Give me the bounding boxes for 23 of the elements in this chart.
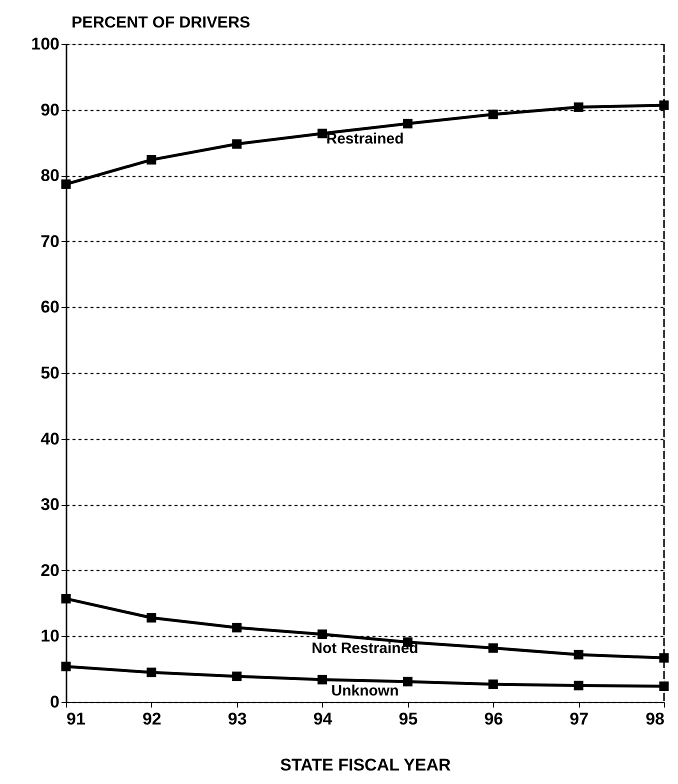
x-tick-label: 94 xyxy=(313,710,333,728)
x-tick-label: 98 xyxy=(646,710,664,728)
y-axis-title: PERCENT OF DRIVERS xyxy=(72,14,251,32)
y-tick-label: 90 xyxy=(40,100,60,120)
x-tick-label: 97 xyxy=(570,710,589,728)
x-axis-title: STATE FISCAL YEAR xyxy=(280,756,451,774)
y-tick-label: 40 xyxy=(40,429,60,448)
y-tick-label: 70 xyxy=(40,232,60,251)
x-tick-label: 91 xyxy=(66,710,86,728)
y-tick-label: 30 xyxy=(40,495,60,514)
series-label: Restrained xyxy=(326,130,404,148)
x-tick-label: 96 xyxy=(484,710,504,728)
series-label: Unknown xyxy=(331,682,399,700)
y-tick-label: 10 xyxy=(40,626,60,646)
y-tick-label: 60 xyxy=(40,298,60,317)
x-tick-label: 93 xyxy=(228,710,247,728)
x-tick-label: 95 xyxy=(398,710,418,728)
y-tick-label: 20 xyxy=(40,560,60,580)
y-tick-label: 0 xyxy=(50,692,60,712)
y-tick-label: 100 xyxy=(31,34,60,54)
y-tick-label: 80 xyxy=(40,166,60,186)
y-tick-label: 50 xyxy=(40,364,60,382)
x-tick-label: 92 xyxy=(142,710,162,728)
